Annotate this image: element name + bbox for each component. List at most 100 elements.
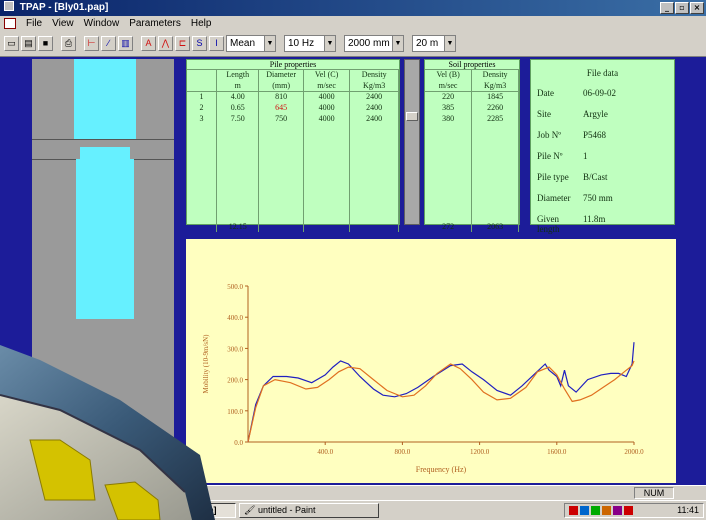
table-cell[interactable] xyxy=(216,167,260,178)
table-cell[interactable]: 1 xyxy=(187,91,218,103)
table-cell[interactable] xyxy=(349,199,399,211)
tray-icon[interactable] xyxy=(591,506,600,515)
table-cell[interactable] xyxy=(187,199,218,211)
table-cell[interactable] xyxy=(303,210,351,222)
table-cell[interactable] xyxy=(425,123,473,135)
table-cell[interactable]: 4000 xyxy=(303,113,351,124)
table-cell[interactable] xyxy=(471,210,519,222)
table-cell[interactable]: Diameter xyxy=(258,70,304,81)
table-cell[interactable] xyxy=(471,167,519,178)
table-cell[interactable] xyxy=(187,177,218,189)
table-cell[interactable]: m/sec xyxy=(303,80,351,93)
print-icon[interactable]: ⎙ xyxy=(61,36,76,51)
menu-help[interactable]: Help xyxy=(190,18,212,29)
table-cell[interactable] xyxy=(258,145,304,157)
table-cell[interactable]: Kg/m3 xyxy=(471,80,519,93)
table-cell[interactable] xyxy=(425,199,473,211)
table-cell[interactable] xyxy=(258,177,304,189)
restore-button[interactable]: ▫ xyxy=(675,2,689,14)
table-cell[interactable]: Density xyxy=(471,70,519,81)
table-cell[interactable]: 2400 xyxy=(349,91,399,103)
table-cell[interactable] xyxy=(303,188,351,200)
table-cell[interactable] xyxy=(258,188,304,200)
save-icon[interactable]: ■ xyxy=(38,36,53,51)
table-cell[interactable]: Vel (B) xyxy=(425,70,473,81)
table-cell[interactable] xyxy=(187,123,218,135)
table-cell[interactable] xyxy=(187,80,218,93)
scrollbar-thumb[interactable] xyxy=(406,112,418,121)
chevron-down-icon[interactable]: ▼ xyxy=(444,36,455,51)
tray-icon[interactable] xyxy=(602,506,611,515)
table-cell[interactable]: m xyxy=(216,80,260,93)
table-cell[interactable]: 2260 xyxy=(471,102,519,114)
table-cell[interactable] xyxy=(187,134,218,146)
table-cell[interactable] xyxy=(187,156,218,168)
table-cell[interactable]: 220 xyxy=(425,91,473,103)
menu-file[interactable]: File xyxy=(26,18,43,29)
table-cell[interactable] xyxy=(187,145,218,157)
i-button[interactable]: I xyxy=(209,36,224,51)
menu-window[interactable]: Window xyxy=(83,18,120,29)
frequency-select[interactable]: 10 Hz ▼ xyxy=(284,35,336,52)
table-cell[interactable] xyxy=(425,177,473,189)
table-cell[interactable]: 7.50 xyxy=(216,113,260,124)
table-cell[interactable] xyxy=(349,134,399,146)
table-cell[interactable]: 2 xyxy=(187,102,218,114)
table-cell[interactable] xyxy=(187,70,218,81)
table-cell[interactable] xyxy=(349,177,399,189)
close-button[interactable]: × xyxy=(690,2,704,14)
table-cell[interactable] xyxy=(471,156,519,168)
volume-icon[interactable] xyxy=(624,506,633,515)
table-cell[interactable] xyxy=(258,199,304,211)
table-cell[interactable]: Vel (C) xyxy=(303,70,351,81)
table-cell[interactable] xyxy=(258,167,304,178)
db-button[interactable]: ⋀ xyxy=(158,36,173,51)
minimize-button[interactable]: _ xyxy=(660,2,674,14)
table-cell[interactable] xyxy=(303,199,351,211)
chevron-down-icon[interactable]: ▼ xyxy=(392,36,403,51)
table-cell[interactable] xyxy=(425,167,473,178)
table-cell[interactable] xyxy=(303,167,351,178)
table-cell[interactable]: 4000 xyxy=(303,102,351,114)
table-cell[interactable]: 645 xyxy=(258,102,304,114)
table-cell[interactable] xyxy=(216,188,260,200)
table-cell[interactable] xyxy=(216,177,260,189)
table-cell[interactable]: m/sec xyxy=(425,80,473,93)
table-cell[interactable] xyxy=(471,123,519,135)
tray-icon[interactable] xyxy=(569,506,578,515)
table-cell[interactable] xyxy=(216,145,260,157)
table-cell[interactable]: (mm) xyxy=(258,80,304,93)
table-cell[interactable] xyxy=(216,199,260,211)
tray-icon[interactable] xyxy=(613,506,622,515)
table-cell[interactable] xyxy=(187,167,218,178)
table-cell[interactable]: 750 xyxy=(258,113,304,124)
tray-icon[interactable] xyxy=(580,506,589,515)
table-cell[interactable]: 380 xyxy=(425,113,473,124)
table-cell[interactable] xyxy=(471,145,519,157)
task-paint[interactable]: 🖌 untitled - Paint xyxy=(239,503,379,518)
table-cell[interactable] xyxy=(471,134,519,146)
table-cell[interactable] xyxy=(349,167,399,178)
table-cell[interactable] xyxy=(258,156,304,168)
table-cell[interactable] xyxy=(425,210,473,222)
table-cell[interactable]: 4000 xyxy=(303,91,351,103)
vertical-scrollbar[interactable] xyxy=(404,59,420,225)
table-cell[interactable] xyxy=(349,123,399,135)
document-icon[interactable] xyxy=(4,18,16,29)
table-cell[interactable] xyxy=(349,210,399,222)
table-cell[interactable] xyxy=(216,156,260,168)
table-cell[interactable]: Kg/m3 xyxy=(349,80,399,93)
menu-parameters[interactable]: Parameters xyxy=(129,18,181,29)
wave-icon[interactable]: ∕ xyxy=(101,36,116,51)
chevron-down-icon[interactable]: ▼ xyxy=(324,36,335,51)
table-cell[interactable] xyxy=(303,123,351,135)
table-cell[interactable] xyxy=(425,134,473,146)
open-file-icon[interactable]: ▤ xyxy=(21,36,36,51)
table-cell[interactable]: Length xyxy=(216,70,260,81)
table-cell[interactable] xyxy=(349,145,399,157)
table-cell[interactable] xyxy=(349,188,399,200)
table-cell[interactable] xyxy=(216,134,260,146)
table-cell[interactable]: 3 xyxy=(187,113,218,124)
s-button[interactable]: S xyxy=(192,36,207,51)
table-cell[interactable]: 810 xyxy=(258,91,304,103)
